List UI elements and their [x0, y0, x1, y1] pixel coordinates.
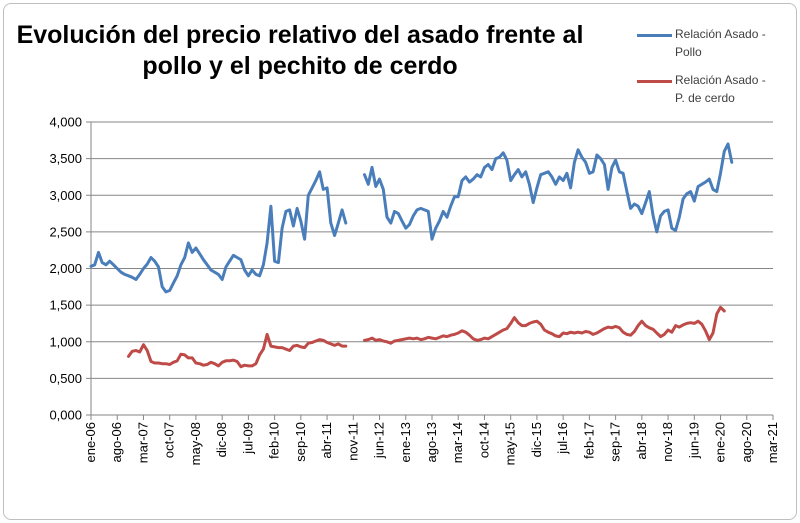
series-line-asado-cerdo [363, 305, 726, 345]
y-tick-label: 3,500 [49, 151, 82, 166]
x-tick-label: dic-08 [214, 422, 229, 457]
x-tick-label: may-15 [503, 422, 518, 465]
legend-label-asado-pollo: Relación Asado - Pollo [675, 27, 766, 59]
x-tick-label: jun-19 [686, 422, 701, 459]
series-line-asado-cerdo [127, 332, 348, 369]
y-tick-label: 0,500 [49, 371, 82, 386]
chart-frame [3, 3, 797, 520]
x-tick-label: dic-15 [529, 422, 544, 457]
x-tick-label: sep-17 [608, 422, 623, 462]
x-tick-label: may-08 [188, 422, 203, 465]
chart-title: Evolución del precio relativo del asado … [16, 21, 584, 80]
legend-label-asado-cerdo: Relación Asado - P. de cerdo [675, 73, 766, 105]
y-tick-label: 4,000 [49, 115, 82, 130]
x-tick-labels: ene-06 ago-06 mar-07 oct-07 may-08 dic-08 jul-… [83, 422, 780, 465]
legend-swatch-asado-cerdo [637, 80, 672, 83]
x-tick-label: mar-14 [450, 422, 465, 463]
x-tick-label: feb-10 [267, 422, 282, 459]
x-tick-label: ago-06 [109, 422, 124, 462]
axes [86, 121, 774, 420]
series-line-asado-pollo [89, 170, 348, 294]
series-line-asado-pollo [363, 142, 734, 241]
grid-lines [91, 121, 773, 379]
x-tick-label: nov-18 [660, 422, 675, 462]
x-tick-label: ene-06 [83, 422, 98, 462]
x-tick-label: sep-10 [293, 422, 308, 462]
x-tick-label: jun-12 [372, 422, 387, 459]
y-tick-label: 3,000 [49, 188, 82, 203]
x-tick-label: ene-13 [398, 422, 413, 462]
x-tick-label: oct-14 [476, 422, 491, 458]
x-tick-label: nov-11 [345, 422, 360, 461]
x-tick-label: abr-11 [319, 422, 334, 459]
x-tick-label: ene-20 [713, 422, 728, 462]
x-tick-label: feb-17 [581, 422, 596, 459]
legend-swatch-asado-pollo [637, 34, 672, 37]
y-tick-label: 1,000 [49, 334, 82, 349]
x-tick-label: mar-07 [135, 422, 150, 463]
x-tick-label: jul-16 [555, 422, 570, 455]
x-tick-label: oct-07 [162, 422, 177, 458]
y-tick-label: 2,500 [49, 224, 82, 239]
y-tick-labels: 0,000 0,500 1,000 1,500 2,000 2,500 3,000 3,500… [49, 115, 82, 423]
x-tick-label: abr-18 [634, 422, 649, 460]
y-tick-label: 2,000 [49, 261, 82, 276]
x-tick-label: ago-13 [424, 422, 439, 462]
y-tick-label: 1,500 [49, 298, 82, 313]
x-tick-label: mar-21 [765, 422, 780, 463]
y-tick-label: 0,000 [49, 408, 82, 423]
x-tick-label: ago-20 [739, 422, 754, 462]
series-lines [89, 142, 734, 369]
x-tick-label: jul-09 [240, 422, 255, 455]
